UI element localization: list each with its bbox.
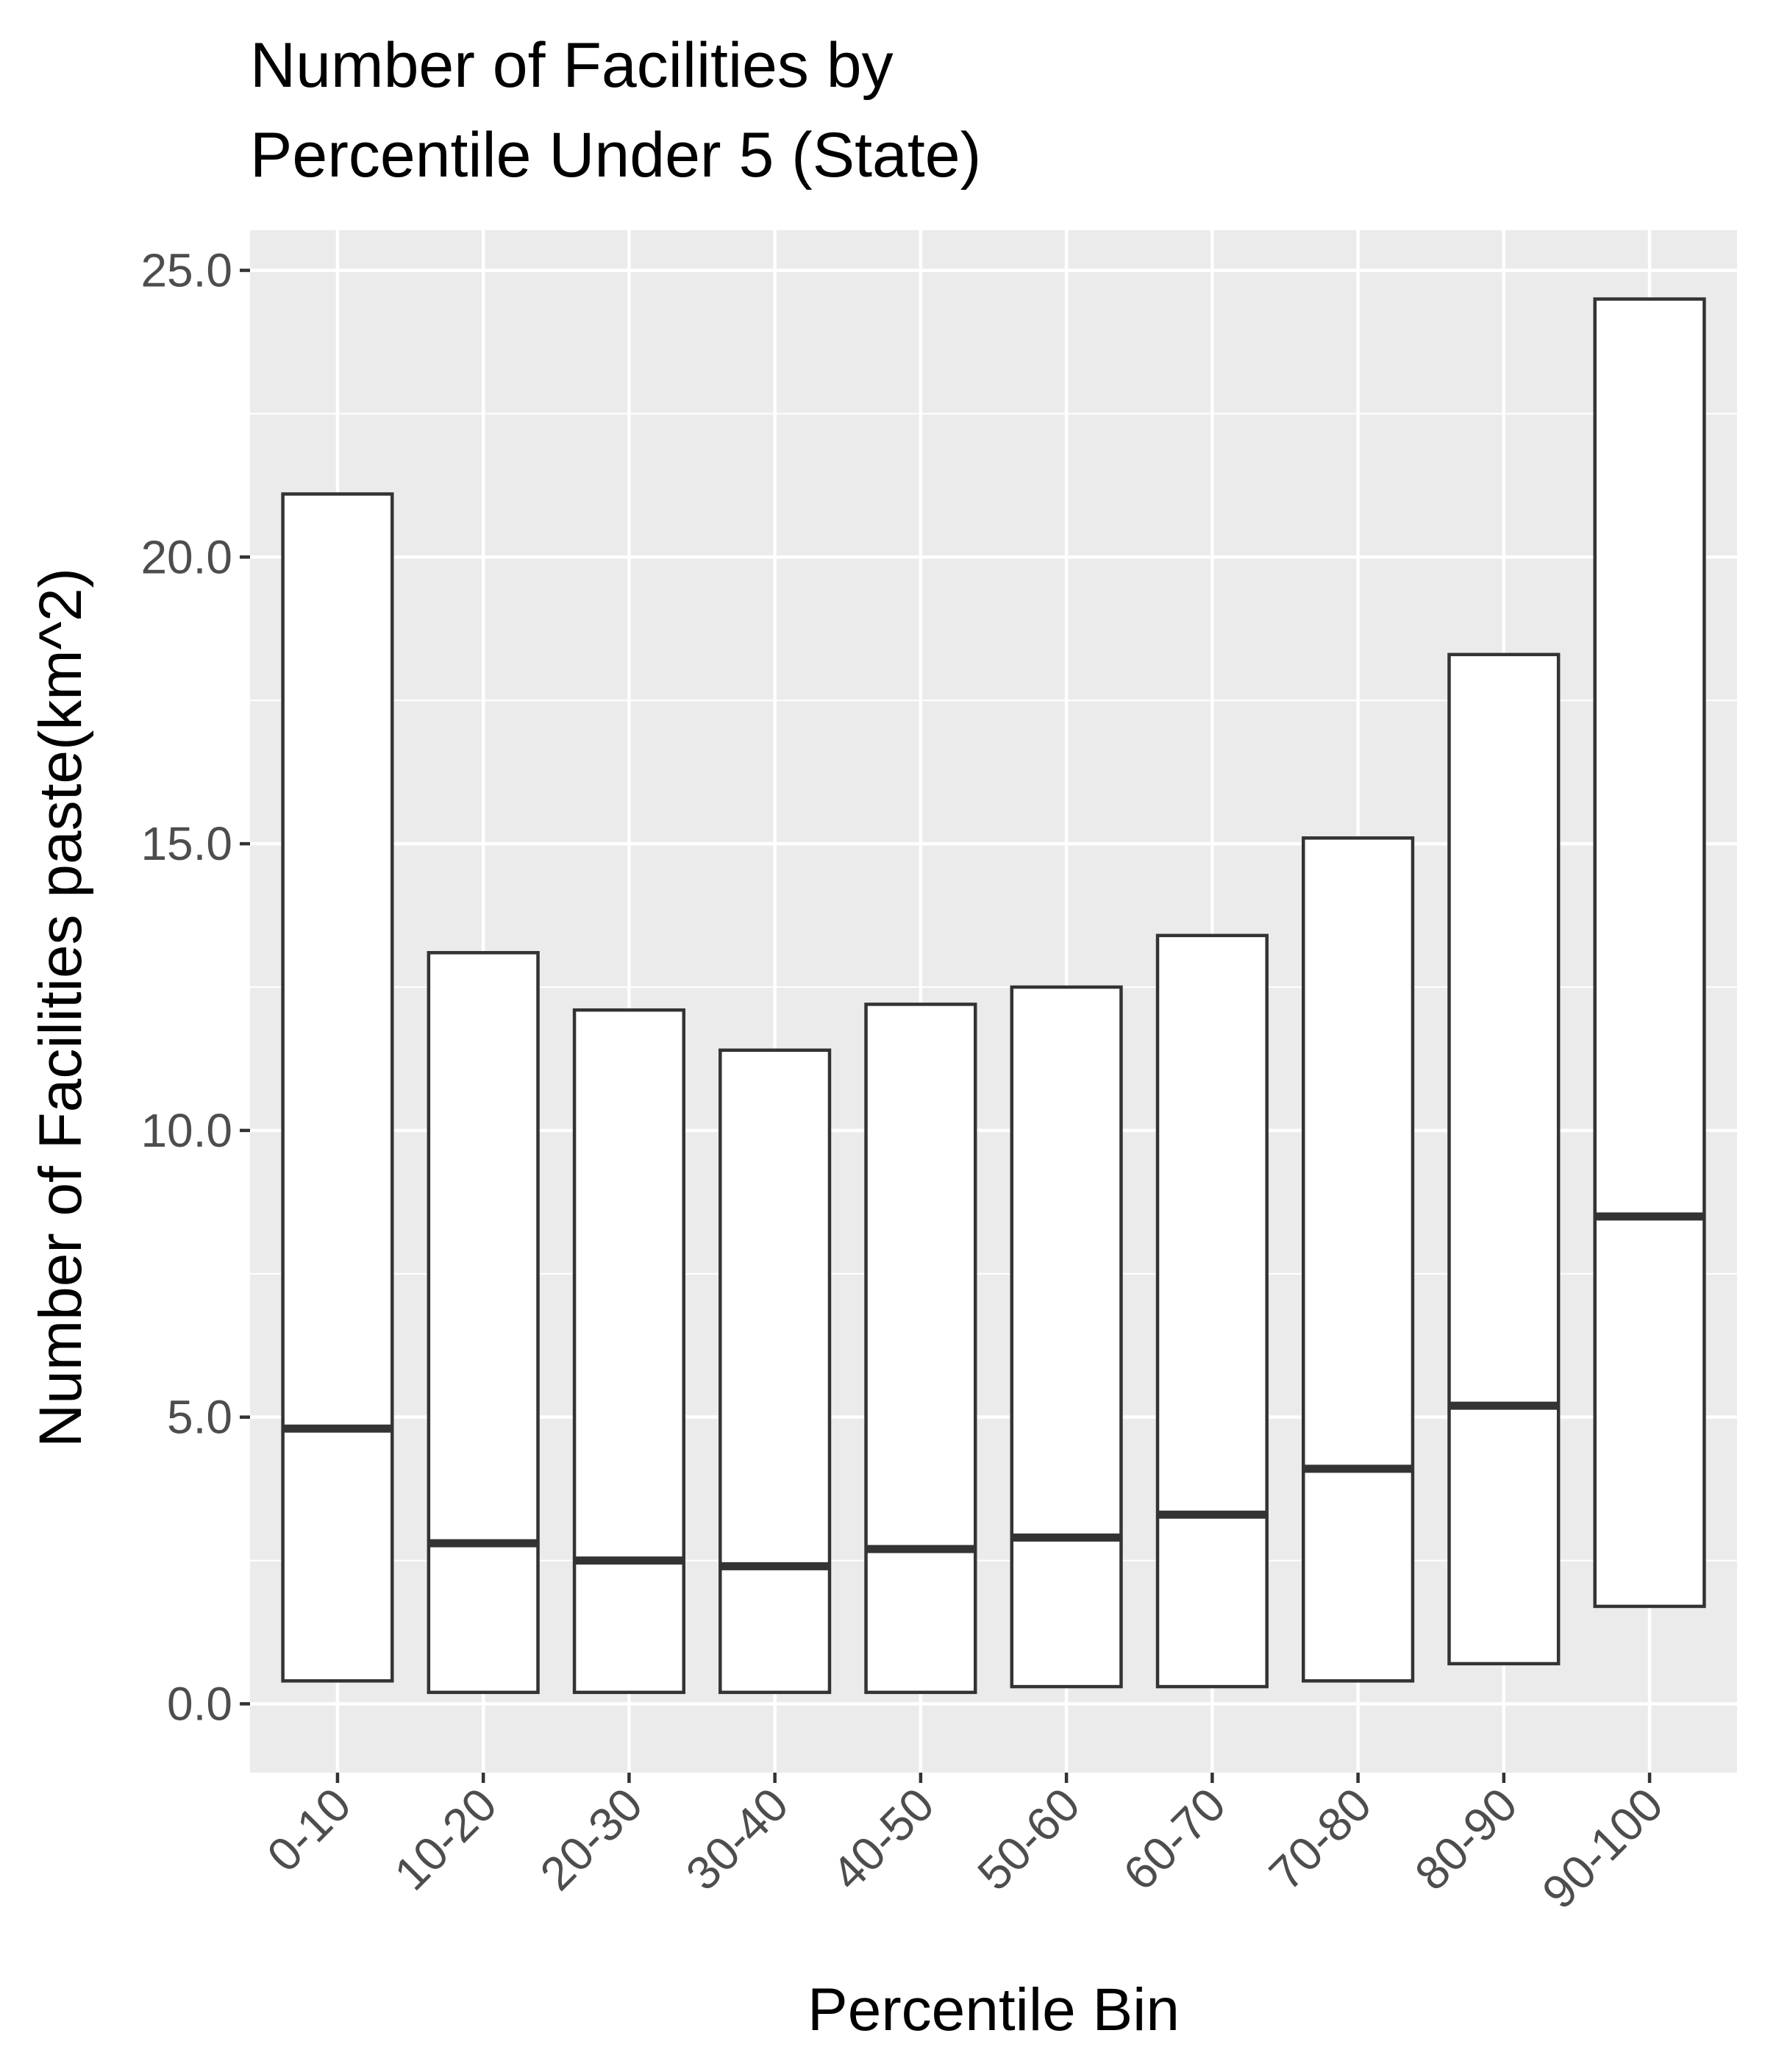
x-tick-label: 0-10: [257, 1778, 360, 1881]
y-tick-label: 10.0: [140, 1104, 232, 1157]
y-tick-label: 5.0: [167, 1391, 232, 1444]
range-bar: [1593, 297, 1706, 1609]
x-tick-label: 10-20: [384, 1778, 507, 1901]
y-tick-label: 25.0: [140, 244, 232, 297]
y-tick-label: 15.0: [140, 817, 232, 870]
range-bar: [1302, 836, 1415, 1683]
y-tick-label: 20.0: [140, 530, 232, 583]
range-bar: [719, 1048, 832, 1695]
x-tick-label: 40-50: [821, 1778, 944, 1901]
x-tick-label: 50-60: [967, 1778, 1090, 1901]
x-axis-label: Percentile Bin: [807, 1976, 1180, 2043]
range-bar: [572, 1008, 686, 1695]
y-tick-label: 0.0: [167, 1677, 232, 1730]
y-axis-label: Number of Facilities paste(km^2): [27, 568, 94, 1448]
range-bar: [427, 950, 540, 1695]
x-tick-label: 60-70: [1113, 1778, 1236, 1901]
range-bar: [1155, 933, 1269, 1689]
range-bar: [1447, 652, 1561, 1666]
x-tick-label: 70-80: [1259, 1778, 1382, 1901]
x-tick-label: 90-100: [1532, 1778, 1673, 1919]
chart-title-line-2: Percentile Under 5 (State): [250, 120, 981, 191]
x-tick-label: 30-40: [676, 1778, 799, 1901]
range-bar: [1010, 985, 1123, 1689]
range-bar: [864, 1003, 977, 1695]
x-tick-label: 20-30: [530, 1778, 653, 1901]
range-bar: [281, 492, 394, 1683]
x-tick-label: 80-90: [1405, 1778, 1527, 1901]
box-layer: [281, 297, 1706, 1695]
chart-title-line-1: Number of Facilities by: [250, 30, 894, 101]
